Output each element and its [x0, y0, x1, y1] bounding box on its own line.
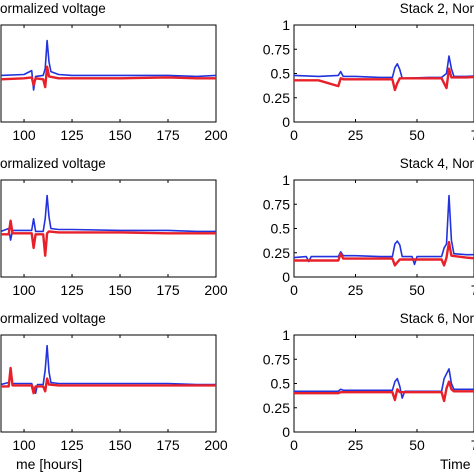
subplot-title: ormalized voltage [0, 1, 106, 16]
series-line-1 [1, 344, 216, 394]
x-tick-label: 75 [471, 437, 474, 453]
x-tick-label: 150 [108, 282, 132, 298]
subplot-title: Stack 6, Nor [400, 311, 474, 326]
y-tick-label: 0.25 [263, 245, 290, 261]
y-tick-label: 0.5 [271, 221, 291, 237]
x-tick-label: 0 [290, 127, 298, 143]
subplot-3: ormalized voltage 100 125 150 175 200 [0, 156, 228, 298]
y-tick-label: 0.25 [263, 400, 290, 416]
y-tick-label: 0 [282, 114, 290, 130]
y-tick-label: 1 [282, 172, 290, 188]
y-tick-label: 0.5 [271, 66, 291, 82]
y-tick-label: 0.75 [263, 41, 290, 57]
subplot-4: Stack 4, Nor 0 25 50 75 0 0.25 0.5 0.75 1 [263, 156, 474, 298]
x-tick-label: 25 [348, 127, 364, 143]
y-tick-label: 0 [282, 269, 290, 285]
x-axis-label-right: Time [440, 456, 471, 472]
x-tick-label: 175 [156, 437, 180, 453]
x-tick-label: 150 [108, 437, 132, 453]
series-line-2 [1, 366, 216, 395]
plot-frame [0, 179, 217, 278]
x-tick-label: 100 [12, 127, 36, 143]
x-tick-label: 125 [60, 282, 84, 298]
plot-frame [293, 334, 474, 433]
subplot-title: Stack 4, Nor [400, 156, 474, 171]
plot-frame [0, 24, 217, 123]
y-tick-label: 0.75 [263, 351, 290, 367]
x-tick-label: 50 [409, 437, 425, 453]
series-line-2 [294, 380, 474, 403]
series-line-2 [294, 240, 474, 267]
x-tick-label: 25 [348, 437, 364, 453]
y-tick-label: 0.75 [263, 196, 290, 212]
x-tick-label: 75 [471, 127, 474, 143]
series-line-2 [1, 219, 216, 257]
x-tick-label: 125 [60, 437, 84, 453]
x-tick-label: 200 [204, 282, 228, 298]
x-tick-label: 100 [12, 282, 36, 298]
subplot-2: Stack 2, Nor 0 25 50 75 0 0.25 0.5 0.75 1 [263, 1, 474, 143]
x-tick-label: 50 [409, 282, 425, 298]
x-tick-label: 0 [290, 437, 298, 453]
x-tick-label: 0 [290, 282, 298, 298]
x-tick-label: 100 [12, 437, 36, 453]
y-tick-label: 0 [282, 424, 290, 440]
x-tick-label: 25 [348, 282, 364, 298]
subplot-5: ormalized voltage 100 125 150 175 200 [0, 311, 228, 453]
y-tick-label: 0.5 [271, 376, 291, 392]
subplot-6: Stack 6, Nor 0 25 50 75 0 0.25 0.5 0.75 1 [263, 311, 474, 453]
plot-frame [293, 24, 474, 123]
x-tick-label: 175 [156, 282, 180, 298]
y-tick-label: 1 [282, 17, 290, 33]
series-line-2 [1, 65, 216, 89]
x-axis-label-left: me [hours] [16, 456, 82, 472]
subplot-title: ormalized voltage [0, 156, 106, 171]
x-tick-label: 50 [409, 127, 425, 143]
subplot-title: ormalized voltage [0, 311, 106, 326]
x-tick-label: 175 [156, 127, 180, 143]
y-tick-label: 0.25 [263, 90, 290, 106]
x-tick-label: 150 [108, 127, 132, 143]
series-line-2 [294, 67, 474, 92]
x-tick-label: 200 [204, 127, 228, 143]
subplot-1: ormalized voltage 100 125 150 175 200 [0, 1, 228, 143]
y-tick-label: 1 [282, 327, 290, 343]
x-tick-label: 75 [471, 282, 474, 298]
subplot-title: Stack 2, Nor [400, 1, 474, 16]
x-tick-label: 125 [60, 127, 84, 143]
x-tick-label: 200 [204, 437, 228, 453]
